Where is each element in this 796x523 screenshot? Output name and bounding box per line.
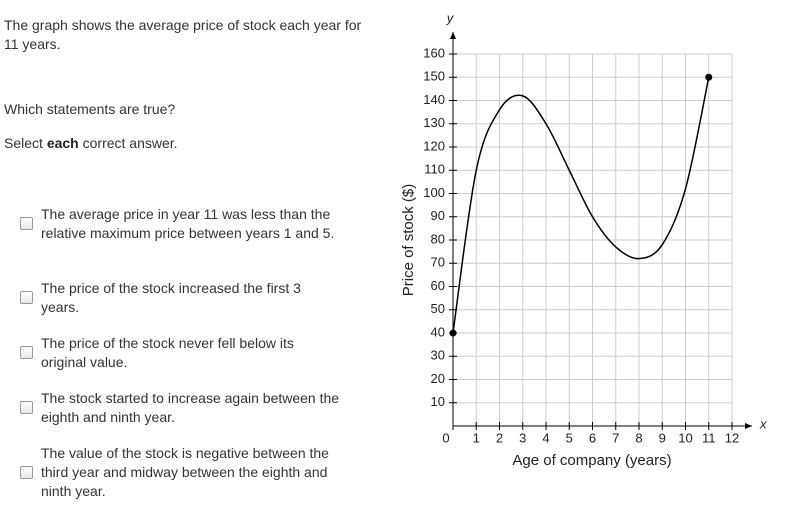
y-tick-label: 50	[431, 301, 445, 316]
x-tick-label: 10	[678, 430, 692, 445]
y-tick-label: 130	[423, 115, 445, 130]
x-axis-label: Age of company (years)	[512, 452, 671, 469]
option-text[interactable]: The average price in year 11 was less th…	[41, 206, 335, 241]
y-tick-label: 90	[431, 208, 445, 223]
endpoint	[449, 329, 457, 337]
x-tick-label: 9	[659, 430, 666, 445]
y-tick-label: 160	[423, 45, 445, 60]
x-tick-label: 12	[725, 430, 739, 445]
y-tick-label: 10	[431, 394, 445, 409]
y-tick-label: 60	[431, 278, 445, 293]
x-tick-label: 7	[612, 430, 619, 445]
y-tick-label: 150	[423, 69, 445, 84]
option-text[interactable]: The stock started to increase again betw…	[41, 390, 340, 425]
x-tick-label: 11	[702, 430, 716, 445]
y-tick-label: 40	[431, 324, 445, 339]
instruction-prefix: Select	[4, 135, 43, 151]
x-tick-label: 1	[473, 430, 480, 445]
checkbox[interactable]	[20, 465, 33, 479]
option-text[interactable]: The price of the stock increased the fir…	[41, 280, 301, 315]
y-tick-label: 100	[423, 185, 445, 200]
checkbox[interactable]	[20, 401, 33, 414]
ask: Which statements are true?	[4, 101, 176, 117]
checkbox[interactable]	[20, 346, 33, 359]
x-tick-label: 2	[496, 430, 503, 445]
x-tick-label: 0	[442, 430, 449, 445]
x-axis-letter: x	[759, 416, 767, 431]
y-tick-label: 20	[431, 371, 445, 386]
x-tick-label: 8	[635, 430, 642, 445]
x-tick-label: 6	[589, 430, 596, 445]
x-tick-label: 4	[542, 430, 549, 445]
y-tick-label: 120	[423, 138, 445, 153]
x-tick-label: 5	[566, 430, 573, 445]
y-tick-label: 80	[431, 231, 445, 246]
y-tick-label: 30	[431, 348, 445, 363]
y-axis-letter: y	[446, 10, 455, 25]
checkbox[interactable]	[20, 217, 33, 230]
price-curve	[452, 77, 710, 334]
instruction-suffix: correct answer.	[82, 135, 178, 151]
option-text[interactable]: The price of the stock never fell below …	[41, 335, 294, 370]
instruction: Select each correct answer.	[4, 134, 178, 153]
y-tick-label: 140	[423, 92, 445, 107]
y-tick-label: 110	[424, 162, 445, 177]
x-tick-label: 3	[519, 430, 526, 445]
y-tick-label: 70	[431, 255, 445, 270]
prompt: The graph shows the average price of sto…	[4, 17, 362, 52]
checkbox[interactable]	[20, 291, 33, 304]
option-text[interactable]: The value of the stock is negative betwe…	[41, 445, 329, 499]
instruction-bold: each	[46, 135, 79, 151]
y-axis-label: Price of stock ($)	[400, 184, 417, 297]
endpoint	[705, 73, 713, 81]
